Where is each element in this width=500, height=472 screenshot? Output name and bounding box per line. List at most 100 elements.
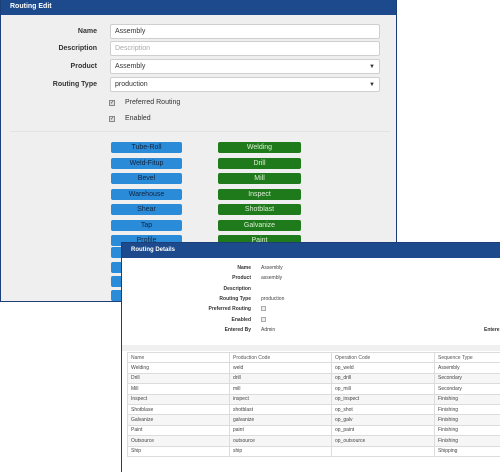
chevron-down-icon: ▼	[369, 82, 375, 88]
preferred-routing-checkbox-row: ✓ Preferred Routing	[109, 99, 229, 110]
routing-type-row: Routing Type production ▼	[1, 77, 398, 93]
table-cell: ship	[229, 445, 332, 457]
name-row: Name Assembly	[1, 24, 398, 40]
table-cell: op_drill	[331, 372, 435, 385]
routing-type-label: Routing Type	[52, 81, 97, 88]
table-cell: Finishing	[434, 393, 500, 405]
routing-details-title: Routing Details	[122, 243, 500, 258]
detail-enabled-label: Enabled	[231, 317, 251, 323]
detail-routing-type-label: Routing Type	[219, 296, 251, 302]
table-cell: Finishing	[434, 424, 500, 437]
table-cell: op_weld	[331, 362, 435, 374]
detail-preferred-row: Preferred Routing	[122, 306, 500, 316]
chevron-down-icon: ▼	[369, 64, 375, 70]
table-header-row: Name Production Code Operation Code Sequ…	[127, 351, 500, 364]
table-cell: Finishing	[434, 414, 500, 426]
selected-operation-drill[interactable]: Drill	[218, 157, 301, 169]
description-row: Description Description	[1, 41, 398, 57]
enabled-label: Enabled	[125, 115, 151, 122]
table-row: Paint paint op_paint Finishing	[127, 424, 500, 437]
table-cell: Secondary	[434, 372, 500, 385]
table-cell: Shipping	[434, 445, 500, 457]
detail-name-label: Name	[237, 265, 251, 271]
table-cell: Secondary	[434, 383, 500, 395]
selected-operation-shotblast[interactable]: Shotblast	[218, 204, 301, 215]
selected-operation-welding[interactable]: Welding	[218, 142, 301, 153]
column-header: Sequence Type	[434, 351, 500, 364]
table-cell: Finishing	[434, 403, 500, 416]
table-cell: Finishing	[434, 435, 500, 447]
table-cell: op_inspect	[331, 393, 435, 405]
table-cell: Welding	[127, 362, 230, 374]
detail-entered-by-label: Entered By	[224, 327, 251, 333]
description-label: Description	[58, 45, 97, 52]
table-row: Mill mill op_mill Secondary	[127, 383, 500, 395]
table-cell: op_mill	[331, 383, 435, 395]
product-label: Product	[70, 63, 97, 70]
name-label: Name	[77, 28, 97, 35]
table-cell	[331, 445, 435, 457]
table-cell: Shotblase	[127, 403, 230, 416]
operations-table: Name Production Code Operation Code Sequ…	[127, 351, 500, 457]
detail-preferred-label: Preferred Routing	[208, 306, 251, 312]
routing-details-panel: Routing Details Name Assembly Product as…	[121, 242, 500, 472]
selected-operation-paint[interactable]: Paint	[218, 235, 301, 246]
operation-button-bevel[interactable]: Bevel	[111, 173, 182, 184]
operation-button-warehouse[interactable]: Warehouse	[111, 188, 182, 200]
table-cell: op_outsource	[331, 435, 435, 447]
operation-button-tap[interactable]: Tap	[111, 219, 182, 231]
table-row: Welding weld op_weld Assembly	[127, 362, 500, 374]
detail-description-row: Description	[122, 286, 500, 296]
enabled-checkbox-row: ✓ Enabled	[109, 115, 229, 126]
table-cell: Galvanize	[127, 414, 230, 426]
section-divider	[122, 345, 500, 351]
detail-name-row: Name Assembly	[122, 265, 500, 275]
table-cell: Inspect	[127, 393, 230, 405]
name-input[interactable]: Assembly	[110, 24, 380, 39]
detail-name-value: Assembly	[261, 265, 283, 271]
table-cell: drill	[229, 372, 332, 385]
column-header: Operation Code	[331, 351, 435, 364]
detail-enabled-checkbox	[261, 317, 266, 324]
table-cell: Paint	[127, 424, 230, 437]
detail-product-row: Product assembly	[122, 275, 500, 285]
product-row: Product Assembly ▼	[1, 59, 398, 75]
detail-enabled-row: Enabled	[122, 317, 500, 327]
detail-product-label: Product	[232, 275, 251, 281]
table-cell: Drill	[127, 372, 230, 385]
product-select[interactable]: Assembly ▼	[110, 59, 380, 74]
selected-operation-mill[interactable]: Mill	[218, 173, 301, 184]
routing-type-select[interactable]: production ▼	[110, 77, 380, 92]
table-cell: weld	[229, 362, 332, 374]
operations-table-body: Welding weld op_weld Assembly Drill drill op_d…	[127, 362, 500, 457]
detail-preferred-checkbox	[261, 306, 266, 313]
table-cell: Ship	[127, 445, 230, 457]
selected-operation-galvanize[interactable]: Galvanize	[218, 219, 301, 231]
table-row: Outsource outsource op_outsource Finishing	[127, 435, 500, 447]
table-row: Inspect inspect op_inspect Finishing	[127, 393, 500, 405]
table-cell: op_paint	[331, 424, 435, 437]
table-cell: mill	[229, 383, 332, 395]
table-cell: op_galv	[331, 414, 435, 426]
preferred-routing-label: Preferred Routing	[125, 99, 181, 106]
detail-routing-type-row: Routing Type production	[122, 296, 500, 306]
operation-button-tube-roll[interactable]: Tube-Roll	[111, 142, 182, 153]
table-cell: paint	[229, 424, 332, 437]
operation-button-profile[interactable]: Profile	[111, 235, 182, 246]
table-cell: op_shot	[331, 403, 435, 416]
table-row: Ship ship Shipping	[127, 445, 500, 457]
operation-button-weld-fitup[interactable]: Weld-Fitup	[111, 157, 182, 169]
detail-entered-label: Entere	[484, 327, 500, 333]
detail-product-value: assembly	[261, 275, 283, 281]
selected-operation-inspect[interactable]: Inspect	[218, 188, 301, 200]
table-row: Galvanize galvanize op_galv Finishing	[127, 414, 500, 426]
detail-entered-by-row: Entered By Admin Entere	[122, 327, 500, 337]
table-cell: inspect	[229, 393, 332, 405]
table-cell: galvanize	[229, 414, 332, 426]
enabled-checkbox[interactable]: ✓	[109, 116, 115, 122]
table-cell: Mill	[127, 383, 230, 395]
description-input[interactable]: Description	[110, 41, 380, 56]
preferred-routing-checkbox[interactable]: ✓	[109, 100, 115, 106]
detail-description-label: Description	[223, 286, 251, 292]
operation-button-shear[interactable]: Shear	[111, 204, 182, 215]
